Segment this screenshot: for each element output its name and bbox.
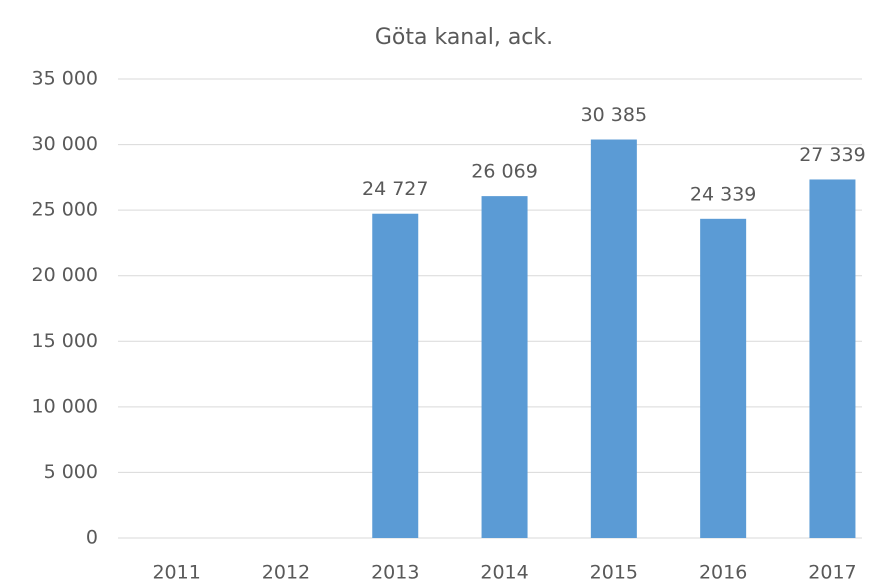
x-tick-label: 2017: [808, 562, 856, 584]
data-label: 24 727: [362, 178, 428, 200]
data-label: 27 339: [799, 144, 865, 166]
y-tick-label: 35 000: [32, 68, 98, 90]
bar: [481, 196, 528, 538]
y-tick-label: 20 000: [32, 264, 98, 286]
x-tick-label: 2014: [480, 562, 528, 584]
y-tick-label: 10 000: [32, 395, 98, 417]
y-tick-label: 5 000: [44, 461, 98, 483]
x-tick-label: 2015: [590, 562, 638, 584]
x-tick-label: 2016: [699, 562, 747, 584]
data-label: 30 385: [581, 104, 647, 126]
y-tick-label: 0: [86, 527, 98, 549]
y-tick-label: 30 000: [32, 133, 98, 155]
x-tick-label: 2011: [152, 562, 200, 584]
x-tick-label: 2012: [262, 562, 310, 584]
bar: [590, 139, 637, 538]
bar: [372, 213, 419, 538]
y-tick-label: 25 000: [32, 199, 98, 221]
bar: [809, 179, 856, 538]
data-label: 24 339: [690, 183, 756, 205]
bar: [700, 218, 747, 538]
x-tick-label: 2013: [371, 562, 419, 584]
y-tick-label: 15 000: [32, 330, 98, 352]
chart-title: Göta kanal, ack.: [375, 25, 553, 50]
data-label: 26 069: [471, 161, 537, 183]
